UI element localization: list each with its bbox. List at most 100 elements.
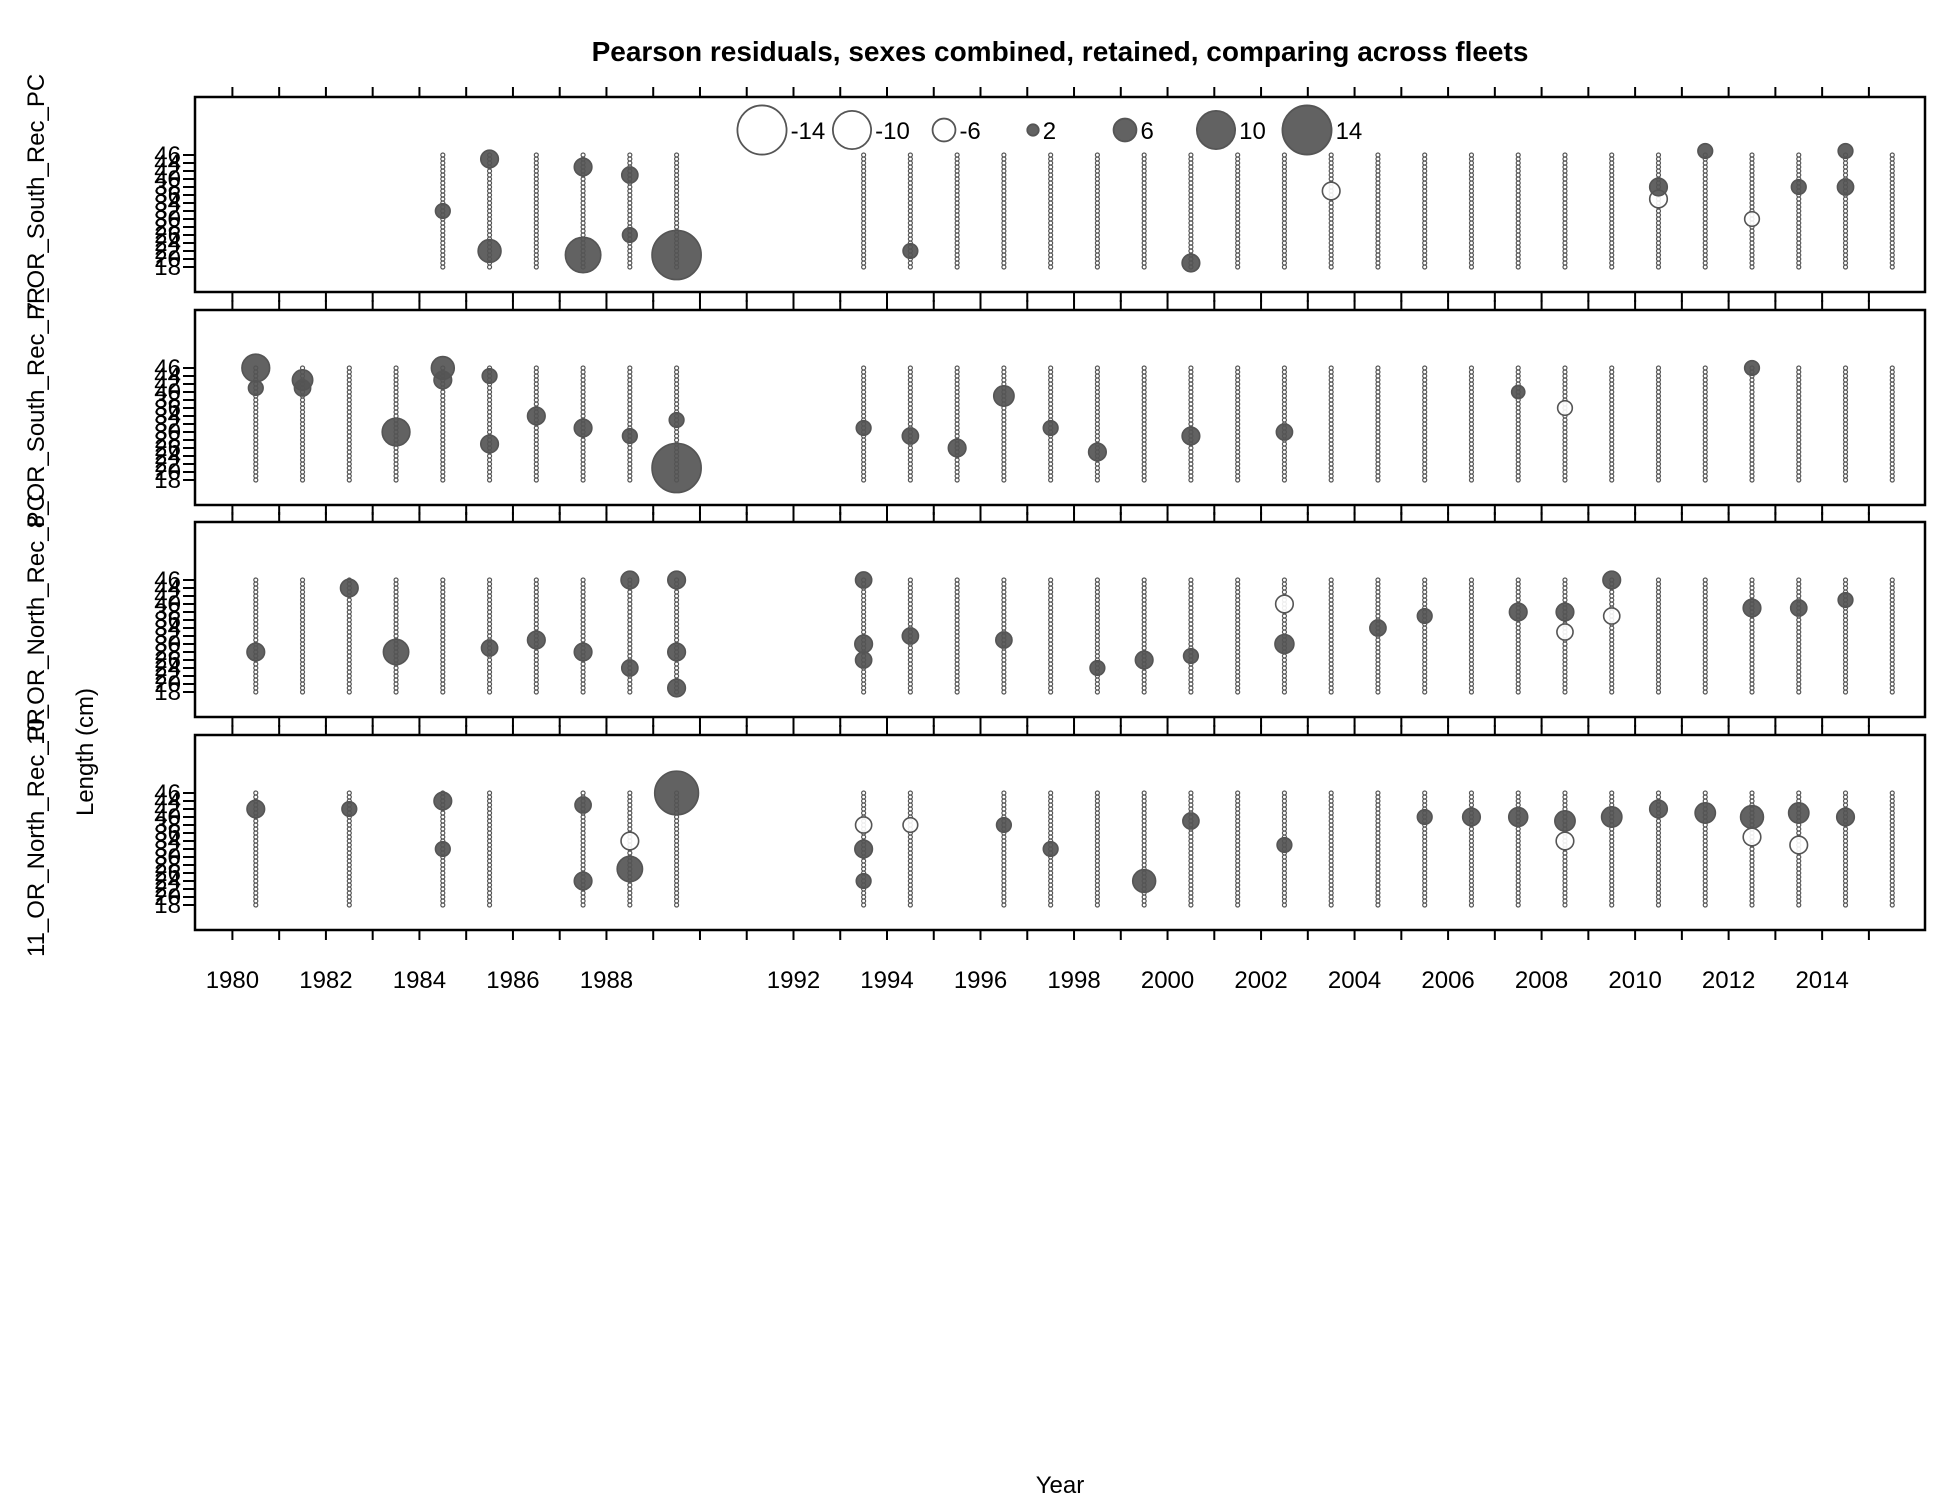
residual-dot [1609,790,1615,796]
residual-dot [253,473,259,479]
residual-dot [1094,461,1101,467]
residual-dot [954,232,960,238]
residual-dot [954,477,960,483]
residual-dot [1141,453,1147,459]
residual-dot [1562,176,1568,182]
residual-dot [1048,413,1054,419]
residual-dot [1235,405,1241,411]
residual-dot [1094,152,1101,158]
residual-dot [1235,244,1241,250]
residual-dot [393,393,399,399]
residual-dot [907,577,913,583]
residual-dot [440,465,446,471]
residual-bubble [1461,807,1482,827]
residual-dot [1796,204,1802,210]
residual-dot [1141,461,1147,467]
residual-dot [1001,216,1007,222]
y-tick-label: 42 [154,371,181,398]
residual-dot [1422,220,1428,226]
residual-dot [1188,212,1194,218]
residual-dot [954,469,960,475]
residual-dot [1375,192,1381,198]
residual-dot [673,389,680,395]
residual-dot [1515,453,1521,459]
residual-dot [861,184,867,190]
residual-dot [1609,168,1615,174]
residual-dot [861,445,867,451]
residual-dot [1188,577,1194,583]
residual-dot [1188,389,1194,395]
residual-dot [1141,449,1147,455]
residual-dot [1702,465,1708,471]
residual-dot [440,577,446,583]
residual-dot [1796,377,1802,383]
residual-dot [393,465,399,471]
residual-dot [1655,365,1662,371]
residual-dot [1235,252,1241,258]
residual-dot [1468,252,1475,258]
residual-bubble [341,800,358,818]
residual-dot [954,224,960,230]
residual-dot [1655,224,1662,230]
residual-dot [1468,790,1475,796]
residual-dot [1702,377,1708,383]
residual-dot [1796,220,1802,226]
residual-dot [1188,377,1194,383]
residual-dot [1702,461,1708,467]
residual-dot [440,449,446,455]
residual-dot [1281,196,1288,202]
residual-dot [533,168,539,174]
residual-dot [1702,790,1708,796]
y-tick-label: 32 [154,623,181,650]
residual-dot [1235,369,1241,375]
residual-dot [1235,188,1241,194]
residual-dot [1842,236,1849,242]
residual-dot [440,457,446,463]
residual-dot [1562,188,1568,194]
residual-dot [1422,184,1428,190]
residual-dot [1796,264,1802,270]
residual-dot [673,405,680,411]
residual-dot [1655,381,1662,387]
residual-dot [1562,236,1568,242]
residual-dot [1094,369,1101,375]
residual-dot [1141,200,1147,206]
residual-dot [1609,377,1615,383]
y-tick-label: 22 [154,238,181,265]
residual-dot [1889,192,1895,198]
residual-dot [1281,188,1288,194]
residual-dot [954,248,960,254]
residual-dot [954,228,960,234]
residual-dot [1422,385,1428,391]
residual-dot [1328,208,1334,214]
residual-dot [907,373,913,379]
residual-dot [954,433,960,439]
residual-bubble [1742,598,1762,618]
residual-dot [299,465,306,471]
residual-dot [1842,429,1849,435]
residual-dot [1889,473,1895,479]
residual-dot [1655,264,1662,270]
residual-dot [1141,260,1147,266]
residual-dot [1702,252,1708,258]
residual-dot [673,429,680,435]
residual-dot [1094,421,1101,427]
residual-dot [1235,437,1241,443]
residual-dot [1188,385,1194,391]
x-tick-label: 1982 [299,967,352,994]
residual-dot [533,469,539,475]
residual-dot [1235,417,1241,423]
residual-dot [440,180,446,186]
residual-dot [299,449,306,455]
residual-dot [1048,377,1054,383]
residual-dot [253,461,259,467]
residual-dot [1842,413,1849,419]
residual-dot [486,401,493,407]
residual-dot [627,184,633,190]
residual-dot [1281,385,1288,391]
legend-label: 6 [1140,118,1153,145]
residual-dot [253,449,259,455]
residual-dot [861,176,867,182]
residual-dot [1328,397,1334,403]
residual-dot [627,473,633,479]
